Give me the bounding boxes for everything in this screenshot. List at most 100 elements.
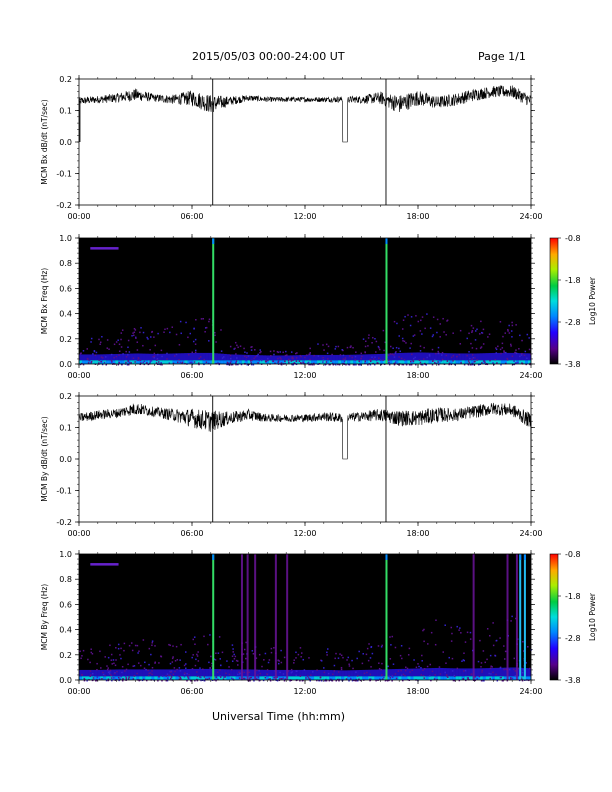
spectrogram-band-mid xyxy=(455,668,459,677)
spectrogram-speckle xyxy=(503,668,505,671)
spectrogram-band-mid xyxy=(305,354,309,361)
spectrogram-speckle xyxy=(149,360,152,362)
spectrogram-speckle xyxy=(148,672,150,675)
spectrogram-band-mid xyxy=(271,669,276,677)
spectrogram-band-low xyxy=(482,676,486,680)
spectrogram-speckle xyxy=(203,635,205,638)
spectrogram-speckle xyxy=(348,663,350,665)
spectrogram-band-mid xyxy=(229,354,233,361)
spectrogram-speckle xyxy=(526,646,529,648)
spectrogram-speckle xyxy=(132,357,135,359)
spectrogram-speckle xyxy=(154,344,157,347)
spectrogram-speckle xyxy=(183,673,186,676)
spectrogram-speckle xyxy=(120,657,122,660)
spectrogram-speckle xyxy=(273,676,275,679)
spectrogram-speckle xyxy=(86,679,88,682)
spectrogram-band-low xyxy=(332,676,336,680)
spectrogram-band-low xyxy=(172,676,176,680)
spectrogram-speckle xyxy=(382,329,385,332)
spectrogram-speckle xyxy=(437,352,440,355)
spectrogram-speckle xyxy=(371,356,373,358)
spectrogram-speckle xyxy=(177,361,179,364)
spectrogram-band-low xyxy=(94,360,98,364)
spectrogram-speckle xyxy=(393,320,396,323)
spectrogram-speckle xyxy=(134,361,136,363)
spectrogram-speckle xyxy=(231,660,234,662)
spectrogram-speckle xyxy=(389,353,392,355)
spectrogram-speckle xyxy=(183,664,186,667)
spectrogram-speckle xyxy=(483,360,485,362)
spectrogram-band-low xyxy=(160,676,164,680)
spectrogram-speckle xyxy=(408,363,411,366)
spectrogram-speckle xyxy=(423,640,425,643)
spectrogram-speckle xyxy=(235,360,238,363)
spectrogram-speckle xyxy=(194,338,197,341)
spectrogram-speckle xyxy=(145,668,147,671)
spectrogram-band-mid xyxy=(232,354,236,361)
spectrogram-band-mid xyxy=(431,668,435,677)
spectrogram-band-mid xyxy=(389,669,393,677)
spectrogram-band-low xyxy=(467,676,471,680)
spectrogram-speckle xyxy=(379,348,381,351)
spectrogram-speckle xyxy=(471,330,474,332)
spectrogram-speckle xyxy=(79,363,82,366)
spectrogram-band-mid xyxy=(311,354,315,361)
spectrogram-band-low xyxy=(401,676,405,680)
spectrogram-speckle xyxy=(394,352,397,354)
spectrogram-band-low xyxy=(118,676,122,680)
spectrogram-speckle xyxy=(105,356,107,358)
spectrogram-speckle xyxy=(153,336,155,338)
spectrogram-speckle xyxy=(83,678,86,681)
spectrogram-speckle xyxy=(467,360,470,362)
spectrogram-speckle xyxy=(421,316,424,318)
spectrogram-speckle xyxy=(287,360,290,362)
spectrogram-speckle xyxy=(229,345,232,348)
spectrogram-speckle xyxy=(413,334,416,336)
spectrogram-band-low xyxy=(398,676,402,680)
spectrogram-speckle xyxy=(500,676,502,679)
spectrogram-speckle xyxy=(277,357,279,360)
spectrogram-speckle xyxy=(189,332,192,335)
spectrogram-band-mid xyxy=(407,352,411,361)
spectrogram-band-low xyxy=(154,676,158,680)
spectrogram-speckle xyxy=(390,644,392,646)
spectrogram-speckle xyxy=(179,676,182,679)
spectrogram-band-mid xyxy=(286,355,291,361)
spectrogram-band-low xyxy=(359,676,363,680)
spectrogram-speckle xyxy=(124,670,126,672)
spectrogram-speckle xyxy=(468,332,470,335)
spectrogram-speckle xyxy=(228,666,230,668)
spectrogram-band-low xyxy=(289,676,294,680)
spectrogram-band-low xyxy=(413,676,417,680)
spectrogram-spike-top xyxy=(385,238,388,244)
spectrogram-speckle xyxy=(401,337,404,340)
spectrogram-speckle xyxy=(481,331,483,334)
spectrogram-speckle xyxy=(243,355,246,358)
spectrogram-speckle xyxy=(391,635,394,638)
spectrogram-speckle xyxy=(425,363,427,366)
spectrogram-band-low xyxy=(133,676,137,680)
spectrogram-speckle xyxy=(327,345,330,348)
spectrogram-speckle xyxy=(474,339,477,341)
spectrogram-speckle xyxy=(389,636,391,638)
spectrogram-speckle xyxy=(136,672,138,675)
spectrogram-speckle xyxy=(468,361,471,364)
spectrogram-speckle xyxy=(503,351,505,354)
spectrogram-speckle xyxy=(515,617,517,620)
spectrogram-speckle xyxy=(420,363,422,366)
spectrogram-speckle xyxy=(306,362,309,365)
spectrogram-speckle xyxy=(423,667,426,670)
spectrogram-speckle xyxy=(495,352,498,354)
spectrogram-speckle xyxy=(258,670,260,672)
spectrogram-band-low xyxy=(317,360,321,364)
spectrogram-speckle xyxy=(496,362,498,364)
spectrogram-speckle xyxy=(127,346,129,349)
series-line xyxy=(78,85,532,143)
spectrogram-speckle xyxy=(391,675,393,677)
spectrogram-speckle xyxy=(412,359,414,362)
spectrogram-band-mid xyxy=(467,353,471,361)
spectrogram-speckle xyxy=(492,644,495,647)
spectrogram-speckle xyxy=(493,363,495,366)
spectrogram-speckle xyxy=(239,672,241,675)
spectrogram-band-mid xyxy=(193,352,197,361)
